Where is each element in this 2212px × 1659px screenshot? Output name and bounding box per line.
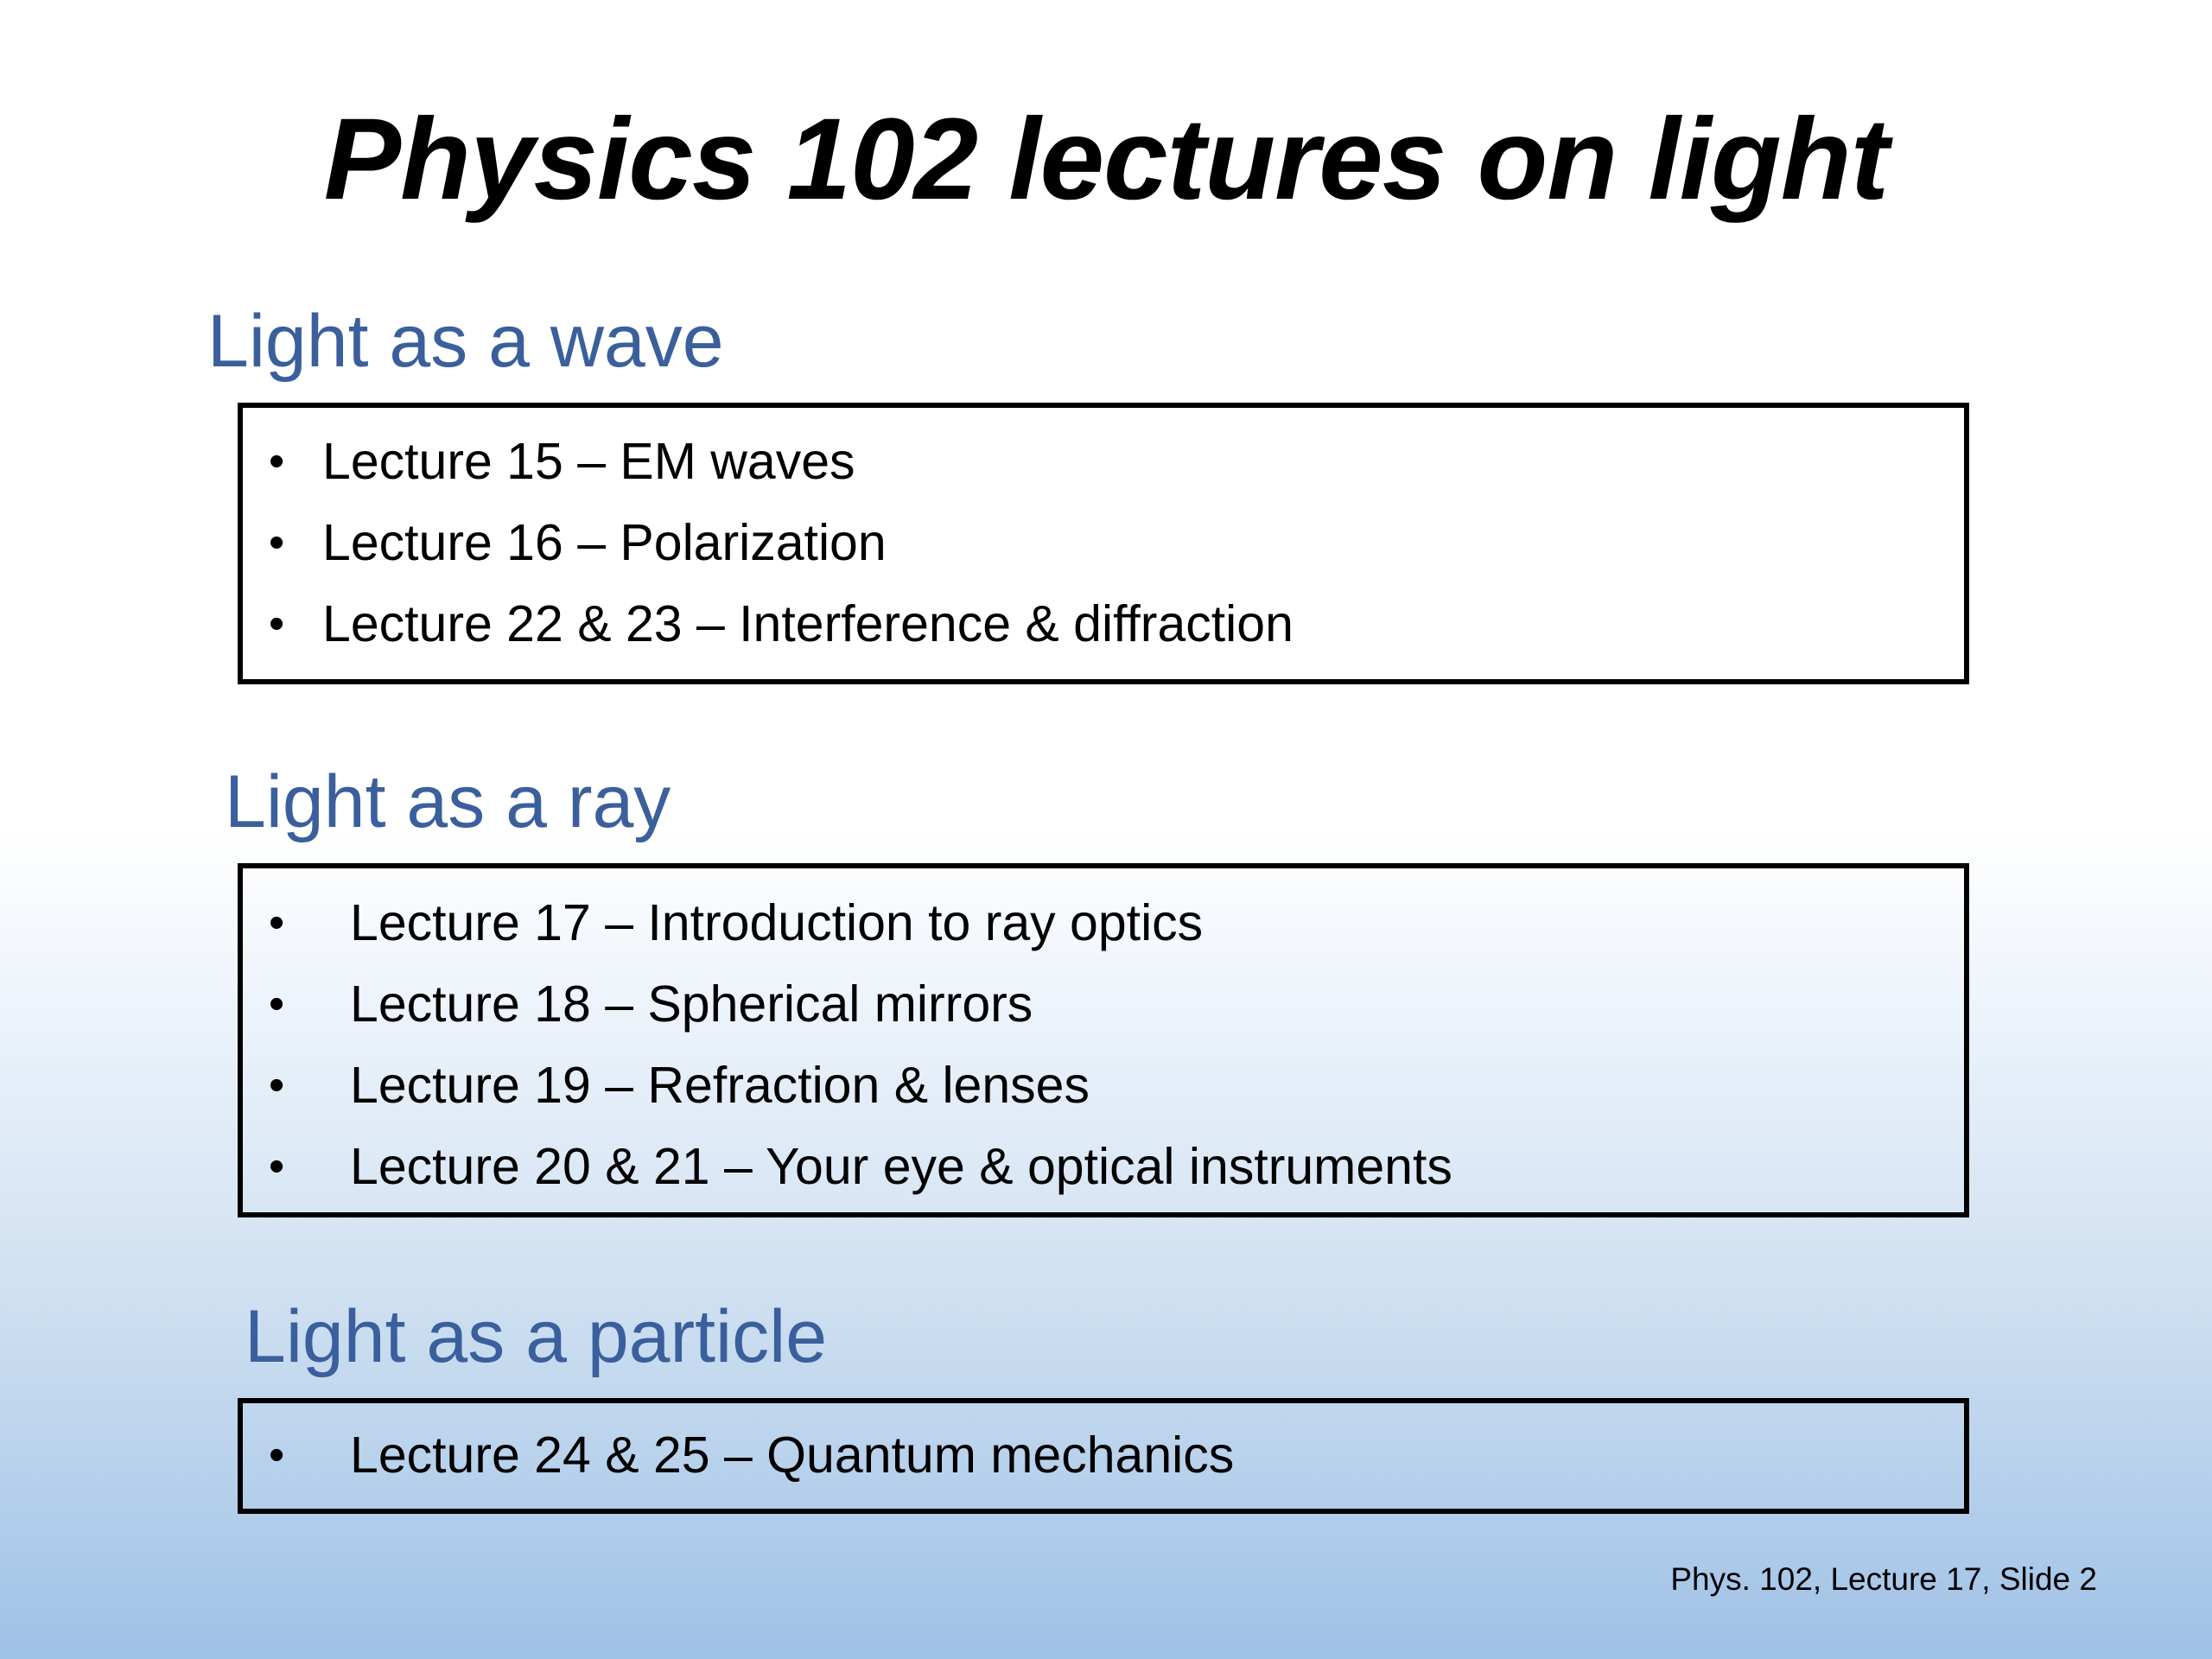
- section-heading-particle: Light as a particle: [245, 1295, 828, 1378]
- list-item: • Lecture 18 – Spherical mirrors: [243, 963, 1962, 1045]
- bullet-icon: •: [269, 436, 285, 486]
- section-heading-ray: Light as a ray: [225, 760, 671, 843]
- lecture-box-wave: • Lecture 15 – EM waves • Lecture 16 – P…: [238, 403, 1969, 684]
- list-item-label: Lecture 16 – Polarization: [322, 514, 887, 571]
- list-item-label: Lecture 18 – Spherical mirrors: [350, 976, 1033, 1033]
- bullet-icon: •: [269, 1060, 285, 1110]
- lecture-box-ray: • Lecture 17 – Introduction to ray optic…: [238, 863, 1969, 1217]
- slide-footer: Phys. 102, Lecture 17, Slide 2: [1670, 1561, 2097, 1597]
- list-item-label: Lecture 20 & 21 – Your eye & optical ins…: [350, 1138, 1452, 1195]
- bullet-icon: •: [269, 1141, 285, 1192]
- list-item: • Lecture 20 & 21 – Your eye & optical i…: [243, 1126, 1962, 1207]
- bullet-icon: •: [269, 518, 285, 568]
- bullet-icon: •: [269, 599, 285, 649]
- bullet-icon: •: [269, 1430, 285, 1480]
- bullet-icon: •: [269, 979, 285, 1029]
- lecture-box-particle: • Lecture 24 & 25 – Quantum mechanics: [238, 1398, 1969, 1514]
- bullet-icon: •: [269, 898, 285, 948]
- list-item-label: Lecture 22 & 23 – Interference & diffrac…: [322, 595, 1294, 652]
- list-item: • Lecture 19 – Refraction & lenses: [243, 1045, 1962, 1126]
- list-item: • Lecture 24 & 25 – Quantum mechanics: [243, 1414, 1962, 1496]
- list-item-label: Lecture 17 – Introduction to ray optics: [350, 894, 1204, 951]
- list-item-label: Lecture 15 – EM waves: [322, 433, 855, 490]
- list-item: • Lecture 17 – Introduction to ray optic…: [243, 882, 1962, 963]
- slide-title: Physics 102 lectures on light: [323, 95, 1890, 224]
- section-heading-wave: Light as a wave: [207, 300, 724, 383]
- list-item: • Lecture 16 – Polarization: [243, 502, 1962, 583]
- list-item-label: Lecture 19 – Refraction & lenses: [350, 1057, 1090, 1114]
- list-item-label: Lecture 24 & 25 – Quantum mechanics: [350, 1427, 1235, 1484]
- list-item: • Lecture 15 – EM waves: [243, 421, 1962, 502]
- list-item: • Lecture 22 & 23 – Interference & diffr…: [243, 583, 1962, 664]
